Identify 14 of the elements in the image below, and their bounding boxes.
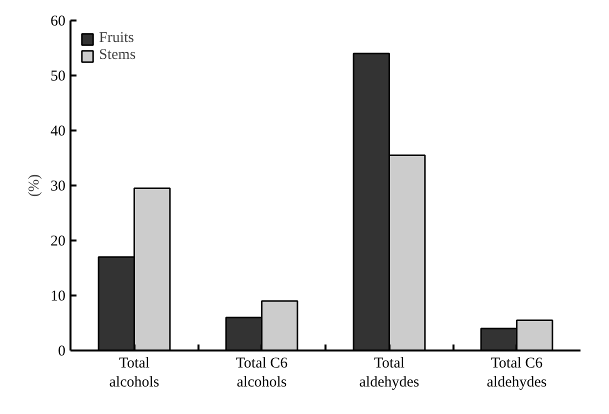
y-tick-label: 10	[50, 288, 66, 304]
y-tick-label: 40	[50, 124, 66, 140]
y-tick-label: 50	[50, 68, 66, 84]
legend-label: Fruits	[99, 30, 134, 47]
y-tick-label: 20	[50, 234, 66, 250]
legend-label: Stems	[99, 47, 136, 64]
x-tick-label: Total C6 alcohols	[236, 356, 288, 391]
y-axis-title: (%)	[26, 174, 42, 197]
y-tick-label: 30	[50, 178, 66, 194]
y-tick-label: 60	[50, 14, 66, 30]
x-tick-label: Total aldehydes	[359, 356, 420, 391]
x-tick-label: Total alcohols	[109, 356, 160, 391]
y-tick-label: 0	[58, 344, 66, 360]
x-tick-label: Total C6 aldehydes	[486, 356, 547, 391]
